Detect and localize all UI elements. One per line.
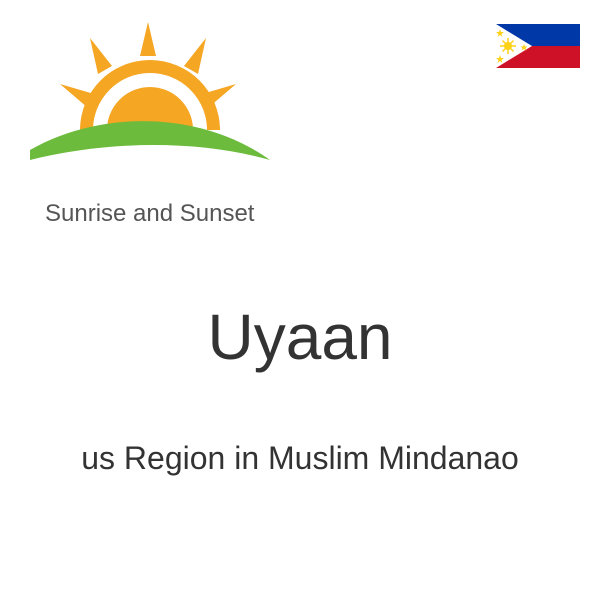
region-subtitle: us Region in Muslim Mindanao — [0, 440, 600, 477]
location-title: Uyaan — [0, 300, 600, 374]
tagline-text: Sunrise and Sunset — [45, 200, 254, 228]
flag-icon — [496, 24, 580, 68]
sunrise-logo — [20, 10, 280, 210]
philippines-flag — [496, 24, 580, 68]
sunrise-icon — [20, 10, 280, 210]
card: Sunrise and Sunset Uyaan us Region in Mu… — [0, 0, 600, 600]
